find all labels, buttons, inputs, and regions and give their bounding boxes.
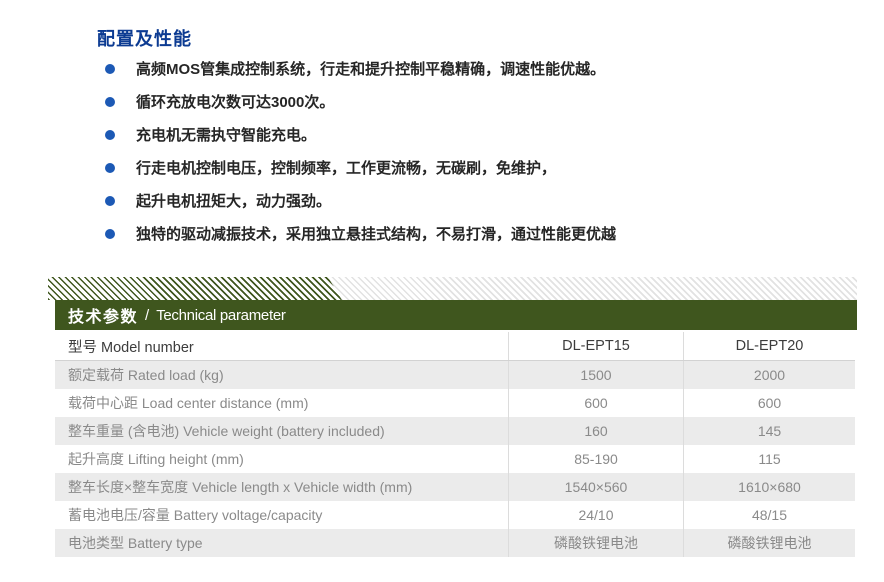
- spec-value-cell: 1500: [508, 361, 683, 389]
- bullet-icon: [105, 229, 115, 239]
- feature-item: 充电机无需执守智能充电。: [105, 126, 616, 145]
- header-col-ept15: DL-EPT15: [508, 332, 683, 360]
- spec-label-cell: 蓄电池电压/容量 Battery voltage/capacity: [68, 507, 323, 523]
- spec-label-cell: 电池类型 Battery type: [68, 535, 203, 551]
- table-row: 起升高度 Lifting height (mm) 85-190 115: [55, 445, 855, 473]
- spec-table: 型号 Model number DL-EPT15 DL-EPT20 额定载荷 R…: [55, 332, 855, 557]
- bullet-icon: [105, 130, 115, 140]
- header-model-label: 型号 Model number: [68, 339, 194, 356]
- spec-value-cell: 24/10: [508, 501, 683, 529]
- spec-label-cell: 整车长度×整车宽度 Vehicle length x Vehicle width…: [68, 479, 413, 495]
- section-title-cn: 技术参数: [68, 309, 139, 326]
- spec-label-cell: 载荷中心距 Load center distance (mm): [68, 395, 309, 411]
- bullet-icon: [105, 163, 115, 173]
- table-row: 蓄电池电压/容量 Battery voltage/capacity 24/10 …: [55, 501, 855, 529]
- feature-text: 循环充放电次数可达3000次。: [136, 94, 335, 111]
- table-row: 额定载荷 Rated load (kg) 1500 2000: [55, 361, 855, 389]
- spec-label-cell: 起升高度 Lifting height (mm): [68, 451, 244, 467]
- stripe-decoration-dark: [48, 277, 342, 300]
- feature-text: 起升电机扭矩大，动力强劲。: [136, 193, 332, 210]
- feature-item: 行走电机控制电压，控制频率，工作更流畅，无碳刷，免维护，: [105, 159, 616, 178]
- page-title: 配置及性能: [97, 29, 192, 50]
- spec-label-cell: 整车重量 (含电池) Vehicle weight (battery inclu…: [68, 423, 385, 439]
- feature-text: 独特的驱动减振技术，采用独立悬挂式结构，不易打滑，通过性能更优越: [136, 226, 617, 243]
- section-title-en: Technical parameter: [156, 306, 286, 324]
- table-header-row: 型号 Model number DL-EPT15 DL-EPT20: [55, 332, 855, 361]
- stripe-decoration-light: [328, 277, 857, 300]
- spec-value-cell: 160: [508, 417, 683, 445]
- feature-list: 高频MOS管集成控制系统，行走和提升控制平稳精确，调速性能优越。 循环充放电次数…: [105, 60, 616, 258]
- feature-item: 高频MOS管集成控制系统，行走和提升控制平稳精确，调速性能优越。: [105, 60, 616, 79]
- feature-text: 行走电机控制电压，控制频率，工作更流畅，无碳刷，免维护，: [136, 160, 557, 177]
- table-row: 载荷中心距 Load center distance (mm) 600 600: [55, 389, 855, 417]
- feature-item: 循环充放电次数可达3000次。: [105, 93, 616, 112]
- bullet-icon: [105, 97, 115, 107]
- spec-value-cell: 2000: [683, 361, 855, 389]
- spec-value-cell: 1540×560: [508, 473, 683, 501]
- stripe-decoration: [48, 277, 857, 300]
- bullet-icon: [105, 196, 115, 206]
- feature-text: 高频MOS管集成控制系统，行走和提升控制平稳精确，调速性能优越。: [136, 61, 606, 78]
- bullet-icon: [105, 64, 115, 74]
- spec-value-cell: 145: [683, 417, 855, 445]
- spec-value-cell: 600: [683, 389, 855, 417]
- section-title-separator: /: [145, 306, 150, 324]
- spec-value-cell: 磷酸铁锂电池: [508, 529, 683, 557]
- table-row: 整车重量 (含电池) Vehicle weight (battery inclu…: [55, 417, 855, 445]
- spec-value-cell: 1610×680: [683, 473, 855, 501]
- feature-item: 起升电机扭矩大，动力强劲。: [105, 192, 616, 211]
- spec-value-cell: 600: [508, 389, 683, 417]
- spec-value-cell: 115: [683, 445, 855, 473]
- feature-text: 充电机无需执守智能充电。: [136, 127, 317, 144]
- spec-value-cell: 磷酸铁锂电池: [683, 529, 855, 557]
- spec-value-cell: 85-190: [508, 445, 683, 473]
- header-col-ept20: DL-EPT20: [683, 332, 855, 360]
- spec-label-cell: 额定载荷 Rated load (kg): [68, 367, 224, 383]
- spec-value-cell: 48/15: [683, 501, 855, 529]
- table-row: 电池类型 Battery type 磷酸铁锂电池 磷酸铁锂电池: [55, 529, 855, 557]
- table-row: 整车长度×整车宽度 Vehicle length x Vehicle width…: [55, 473, 855, 501]
- section-header-bar: 技术参数 / Technical parameter: [55, 300, 857, 330]
- feature-item: 独特的驱动减振技术，采用独立悬挂式结构，不易打滑，通过性能更优越: [105, 225, 616, 244]
